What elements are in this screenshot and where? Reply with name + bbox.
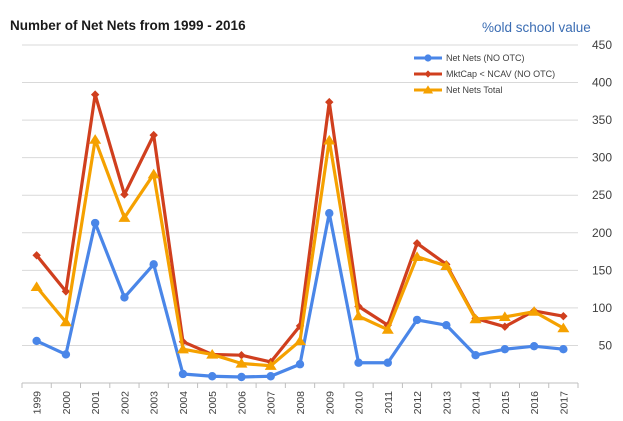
data-point xyxy=(61,287,71,296)
data-point xyxy=(295,360,305,369)
x-tick-label: 2013 xyxy=(441,391,453,415)
x-tick-label: 2015 xyxy=(500,391,512,415)
x-axis: 1999 2000 2001 2002 2003 2004 2005 2006 2007 2008… xyxy=(21,382,579,415)
legend: Net Nets (NO OTC) MktCap < NCAV (NO OTC) N… xyxy=(414,53,555,95)
data-point xyxy=(325,97,334,107)
series-line xyxy=(35,211,565,379)
data-point xyxy=(120,190,129,199)
x-tick-label: 2005 xyxy=(207,391,219,415)
data-point xyxy=(237,372,246,382)
data-point xyxy=(208,372,217,381)
y-axis-ticks: 50 100 150 200 250 300 350 400 450 xyxy=(592,38,612,352)
x-tick-label: 2009 xyxy=(324,391,336,415)
y-tick-label: 250 xyxy=(592,188,612,202)
data-point xyxy=(147,168,160,179)
chart-title: Number of Net Nets from 1999 - 2016 xyxy=(10,18,246,33)
data-point xyxy=(235,357,248,368)
data-point xyxy=(32,251,41,260)
legend-item: MktCap < NCAV (NO OTC) xyxy=(414,69,555,79)
data-point xyxy=(266,372,275,381)
y-tick-label: 300 xyxy=(592,151,612,165)
legend-label: Net Nets Total xyxy=(446,85,502,95)
data-point xyxy=(59,316,72,327)
data-point xyxy=(500,322,510,331)
data-point xyxy=(325,209,334,218)
data-point xyxy=(442,320,451,330)
x-tick-label: 2010 xyxy=(354,391,366,415)
series-1 xyxy=(32,90,568,367)
data-point xyxy=(90,218,100,228)
x-tick-label: 1999 xyxy=(32,391,44,415)
data-series xyxy=(30,90,570,382)
x-tick-label: 2000 xyxy=(61,391,73,415)
data-point xyxy=(528,306,541,316)
data-point xyxy=(411,251,424,261)
data-point xyxy=(90,90,100,99)
y-tick-label: 350 xyxy=(592,113,612,127)
legend-marker xyxy=(422,85,434,94)
data-point xyxy=(354,358,363,367)
series-0 xyxy=(32,209,568,382)
legend-item: Net Nets (NO OTC) xyxy=(414,53,525,63)
x-tick-label: 2011 xyxy=(383,391,395,414)
series-2 xyxy=(30,134,570,370)
data-point xyxy=(500,345,510,354)
legend-marker xyxy=(424,70,432,78)
y-tick-label: 150 xyxy=(592,263,612,277)
legend-item: Net Nets Total xyxy=(414,85,502,95)
data-point xyxy=(529,341,539,351)
legend-label: MktCap < NCAV (NO OTC) xyxy=(446,69,555,79)
legend-label: Net Nets (NO OTC) xyxy=(446,53,525,63)
data-point xyxy=(206,348,219,359)
data-point xyxy=(559,311,568,321)
data-point xyxy=(30,281,43,291)
data-point xyxy=(178,369,188,379)
data-point xyxy=(440,260,453,270)
data-point xyxy=(412,315,422,325)
x-tick-label: 2001 xyxy=(90,391,102,415)
data-point xyxy=(381,324,394,334)
data-point xyxy=(557,322,570,333)
data-point xyxy=(89,134,102,144)
data-point xyxy=(412,239,422,248)
data-point xyxy=(32,336,41,346)
data-point xyxy=(264,360,277,370)
y-tick-label: 450 xyxy=(592,38,612,52)
x-tick-label: 2008 xyxy=(295,391,307,415)
x-tick-label: 2003 xyxy=(149,391,161,415)
x-tick-label: 2002 xyxy=(119,391,131,415)
data-point xyxy=(352,310,365,321)
brand-logo-text: %old school value xyxy=(482,20,591,35)
data-point xyxy=(469,313,482,324)
data-point xyxy=(498,311,511,322)
data-point xyxy=(323,134,336,145)
series-line xyxy=(35,138,565,368)
x-tick-label: 2004 xyxy=(178,391,190,415)
data-point xyxy=(149,130,158,140)
data-point xyxy=(61,350,71,359)
data-point xyxy=(237,351,246,360)
data-point xyxy=(294,335,306,346)
data-point xyxy=(120,293,129,302)
data-point xyxy=(471,351,480,360)
x-tick-label: 2006 xyxy=(236,391,248,415)
data-point xyxy=(118,212,131,222)
x-tick-label: 2012 xyxy=(412,391,424,415)
x-tick-label: 2014 xyxy=(471,391,483,415)
y-tick-label: 50 xyxy=(599,338,613,352)
x-tick-label: 2017 xyxy=(558,391,570,415)
y-tick-label: 400 xyxy=(592,76,612,90)
data-point xyxy=(149,260,158,269)
x-tick-label: 2016 xyxy=(529,391,541,415)
legend-marker xyxy=(424,54,432,62)
y-tick-label: 100 xyxy=(592,301,612,315)
y-tick-label: 200 xyxy=(592,226,612,240)
data-point xyxy=(176,343,189,354)
data-point xyxy=(559,345,568,354)
x-tick-label: 2007 xyxy=(266,391,278,415)
data-point xyxy=(383,358,392,367)
